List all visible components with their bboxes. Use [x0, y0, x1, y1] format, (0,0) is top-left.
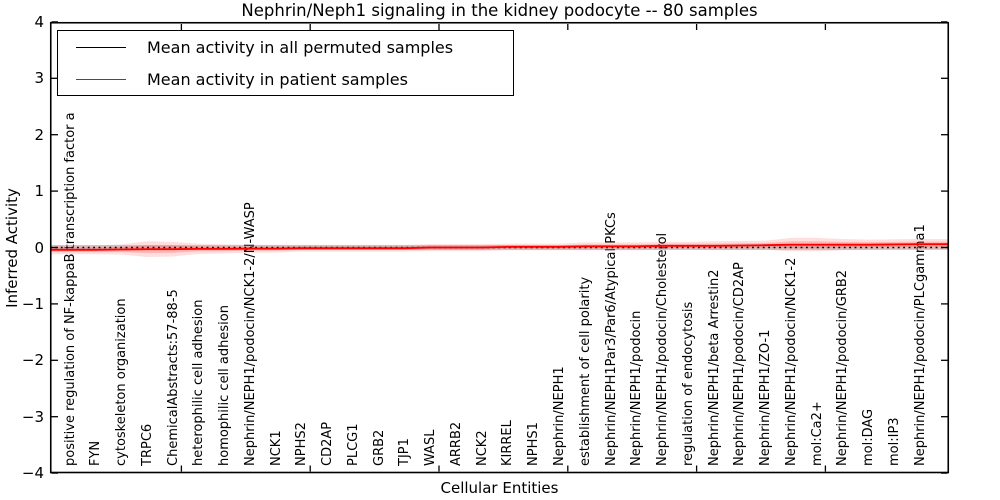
x-category-label: mol:IP3: [886, 417, 902, 466]
x-category-label: Nephrin/NEPH1/beta Arrestin2: [706, 269, 722, 467]
x-category-label: establishment of cell polarity: [577, 276, 593, 466]
patient-band-inner: [50, 241, 949, 254]
x-category-label: NPHS2: [294, 422, 310, 466]
x-category-label: TJP1: [397, 438, 413, 466]
x-category-label: Nephrin/NEPH1: [551, 366, 567, 466]
y-tick-label: 3: [34, 69, 44, 88]
legend-label-patient: Mean activity in patient samples: [147, 69, 408, 89]
permuted-band: [50, 245, 949, 250]
x-axis-label: Cellular Entities: [440, 479, 559, 497]
legend-label-permuted: Mean activity in all permuted samples: [147, 37, 454, 57]
black-line-swatch-icon: [76, 46, 126, 48]
x-category-label: mol:DAG: [861, 408, 877, 466]
x-category-label: Nephrin/NEPH1/podocin/CD2AP: [732, 262, 748, 466]
red-line-swatch-icon: [76, 78, 126, 80]
y-tick-label: 2: [34, 125, 44, 144]
x-category-label: Nephrin/NEPH1/podocin/PLCgamma1: [912, 224, 928, 466]
legend-item-patient: Mean activity in patient samples: [58, 64, 513, 95]
x-category-label: Nephrin/NEPH1Par3/Par6/Atypical PKCs: [603, 212, 619, 466]
x-category-label: homophilic cell adhesion: [217, 305, 233, 466]
y-tick-label: −4: [21, 464, 44, 483]
x-category-label: ChemicalAbstracts:57-88-5: [165, 289, 181, 466]
y-tick-label: −1: [21, 294, 44, 313]
y-tick-label: 0: [34, 238, 44, 257]
legend-item-permuted: Mean activity in all permuted samples: [58, 32, 513, 63]
x-category-label: PLCG1: [345, 423, 361, 466]
x-category-label: NCK1: [268, 430, 284, 466]
legend: Mean activity in all permuted samples Me…: [57, 30, 514, 96]
x-category-label: regulation of endocytosis: [680, 301, 696, 466]
x-category-label: WASL: [423, 429, 439, 466]
x-category-label: Nephrin/NEPH1/podocin/GRB2: [835, 269, 851, 466]
chart-title: Nephrin/Neph1 signaling in the kidney po…: [241, 1, 758, 20]
x-category-label: heterophilic cell adhesion: [191, 299, 207, 467]
y-tick-label: 1: [34, 182, 44, 201]
x-category-label: Nephrin/NEPH1/podocin: [629, 310, 645, 466]
x-category-label: NCK2: [474, 430, 490, 466]
patient-line: [50, 243, 949, 251]
x-category-label: Nephrin/NEPH1/ZO-1: [758, 329, 773, 466]
x-category-label: CD2AP: [320, 421, 336, 466]
x-category-label: mol:Ca2+: [809, 401, 825, 466]
x-category-label: Nephrin/NEPH1/podocin/NCK1-2: [783, 257, 799, 466]
x-category-label: FYN: [88, 440, 104, 466]
x-category-label: NPHS1: [526, 422, 542, 466]
y-tick-label: −2: [21, 351, 44, 370]
x-category-label: KIRREL: [500, 420, 516, 466]
x-category-label: cytoskeleton organization: [114, 298, 129, 466]
x-category-label: Nephrin/NEPH1/podocin/NCK1-2/N-WASP: [242, 202, 258, 466]
x-category-label: Nephrin/NEPH1/podocin/Cholesterol: [655, 232, 670, 466]
y-tick-label: 4: [34, 12, 44, 31]
y-tick-label: −3: [21, 407, 44, 426]
x-category-label: positive regulation of NF-kappaB transcr…: [62, 112, 78, 466]
x-category-label: ARRB2: [448, 421, 464, 466]
x-category-label: TRPC6: [139, 423, 155, 466]
x-category-label: GRB2: [371, 429, 387, 466]
patient-band-outer: [50, 237, 949, 258]
